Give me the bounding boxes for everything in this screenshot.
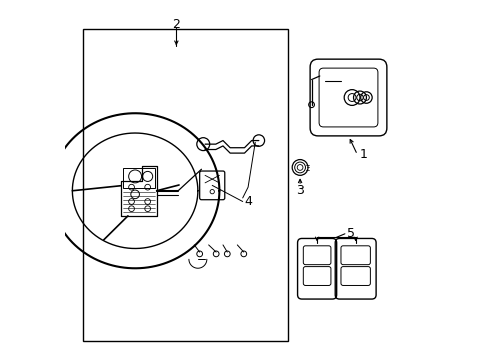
Bar [122,168,155,188]
Text: 1: 1 [359,148,366,161]
Bar [83,30,287,341]
Text: 4: 4 [244,195,252,208]
Text: 3: 3 [296,184,304,197]
Text: 2: 2 [172,18,180,31]
Text: 5: 5 [346,227,354,240]
